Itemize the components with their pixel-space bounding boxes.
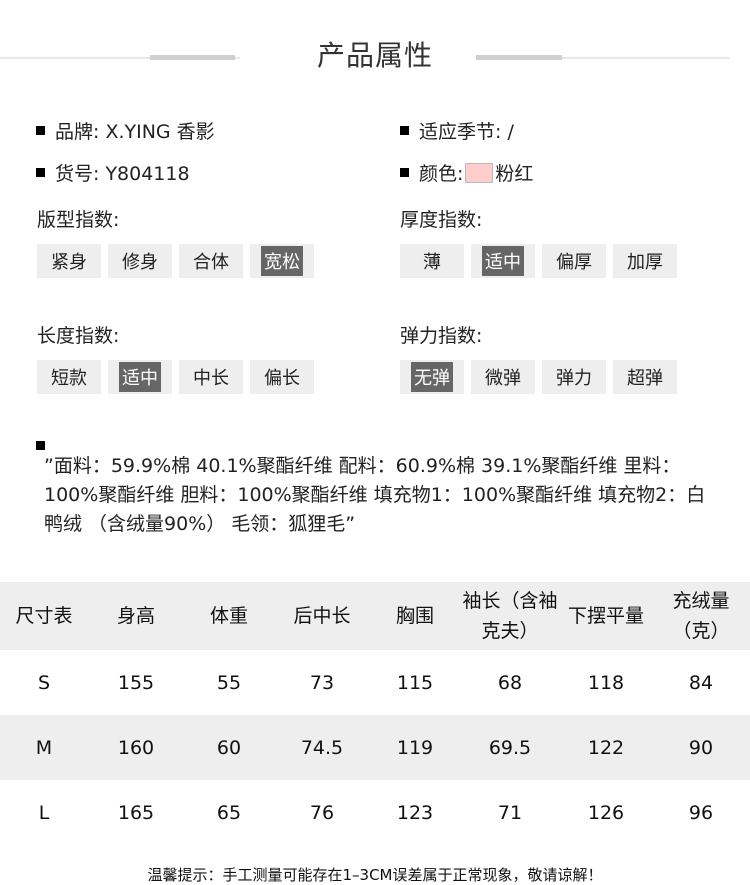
index-option: 短款 [37,360,101,394]
option-text: 宽松 [261,246,303,276]
table-row: M 160 60 74.5 119 69.5 122 90 [0,715,750,780]
option-text: 修身 [122,252,158,273]
table-cell: 122 [560,715,652,780]
table-row: L 165 65 76 123 71 126 96 [0,780,750,845]
table-cell: 68 [497,671,523,694]
option-text: 短款 [51,368,87,389]
table-cell: 118 [587,671,625,694]
divider-left-accent [150,55,235,60]
index-option-selected: 无弹 [400,360,464,394]
index-label: 长度指数: [37,325,120,347]
option-text: 合体 [193,252,229,273]
table-cell: 123 [396,801,434,824]
item-no-text: 货号: Y804118 [55,163,190,185]
option-text: 加厚 [627,252,663,273]
section-title: 产品属性 [316,39,433,72]
table-cell: L [38,801,50,824]
option-text: 薄 [423,252,441,273]
index-label: 厚度指数: [400,209,483,231]
divider-right [476,57,730,59]
divider-right-accent [476,55,562,60]
index-option: 偏厚 [542,244,606,278]
index-option: 超弹 [613,360,677,394]
table-cell: S [37,671,51,694]
option-text: 微弹 [485,368,521,389]
color-value: 粉红 [495,163,534,185]
table-cell: 115 [396,671,434,694]
column-header: 尺寸表 [0,582,88,650]
option-text: 中长 [193,368,229,389]
table-cell: M [0,715,88,780]
table-header-row: 尺寸表 身高 体重 后中长 胸围 袖长（含袖克夫） 下摆平量 充绒量（克） [0,582,750,650]
index-options: 短款 适中 中长 偏长 [37,360,314,394]
measurement-note: 温馨提示：手工测量可能存在1–3CM误差属于正常现象，敬请谅解！ [147,866,603,884]
table-cell: 73 [309,671,335,694]
table-cell: 65 [216,801,242,824]
index-options: 薄 适中 偏厚 加厚 [400,244,677,278]
material-text: ”面料：59.9%棉 40.1%聚酯纤维 配料：60.9%棉 39.1%聚酯纤维… [44,455,706,535]
table-cell: 160 [88,715,184,780]
table-cell: 76 [309,801,335,824]
option-text: 弹力 [556,368,592,389]
column-header: 体重 [184,582,274,650]
option-text: 紧身 [51,252,87,273]
color-swatch [465,162,494,183]
bullet-icon [36,168,45,177]
index-option: 修身 [108,244,172,278]
column-header: 后中长 [274,582,370,650]
index-label: 弹力指数: [400,325,483,347]
option-text: 偏长 [264,368,300,389]
option-text: 适中 [119,362,161,392]
option-text: 无弹 [411,362,453,392]
index-label: 版型指数: [37,209,120,231]
table-cell: 90 [652,715,750,780]
table-row: S 155 55 73 115 68 118 84 [0,650,750,715]
table-cell: 84 [688,671,714,694]
table-cell: 126 [587,801,625,824]
table-cell: 165 [117,801,155,824]
index-option-selected: 适中 [108,360,172,394]
brand-text: 品牌: X.YING 香影 [55,121,215,143]
bullet-icon [36,441,45,450]
table-cell: 69.5 [460,715,560,780]
size-table: 尺寸表 身高 体重 后中长 胸围 袖长（含袖克夫） 下摆平量 充绒量（克） S 155 55 73 1… [0,582,750,845]
prop-color: 颜色: 粉红 [400,159,533,186]
season-text: 适应季节: / [419,121,514,143]
column-header: 充绒量（克） [652,582,750,650]
prop-season: 适应季节: / [400,117,514,144]
index-option: 微弹 [471,360,535,394]
index-option: 合体 [179,244,243,278]
option-text: 超弹 [627,368,663,389]
table-cell: 74.5 [274,715,370,780]
index-option: 薄 [400,244,464,278]
bullet-icon [36,126,45,135]
index-option: 加厚 [613,244,677,278]
index-options: 紧身 修身 合体 宽松 [37,244,314,278]
table-cell: 71 [497,801,523,824]
color-label: 颜色: [419,163,464,185]
table-cell: 96 [688,801,714,824]
index-option: 紧身 [37,244,101,278]
divider-left [0,57,240,59]
index-option-selected: 宽松 [250,244,314,278]
table-cell: 60 [184,715,274,780]
column-header: 胸围 [370,582,460,650]
bullet-icon [400,168,409,177]
column-header: 下摆平量 [560,582,652,650]
index-option: 弹力 [542,360,606,394]
table-cell: 55 [216,671,242,694]
column-header: 袖长（含袖克夫） [460,582,560,650]
prop-brand: 品牌: X.YING 香影 [36,117,215,144]
option-text: 适中 [482,246,524,276]
index-options: 无弹 微弹 弹力 超弹 [400,360,677,394]
table-cell: 119 [370,715,460,780]
bullet-icon [400,126,409,135]
index-option: 偏长 [250,360,314,394]
column-header: 身高 [88,582,184,650]
prop-item-no: 货号: Y804118 [36,159,190,186]
option-text: 偏厚 [556,252,592,273]
index-option-selected: 适中 [471,244,535,278]
index-option: 中长 [179,360,243,394]
table-cell: 155 [117,671,155,694]
